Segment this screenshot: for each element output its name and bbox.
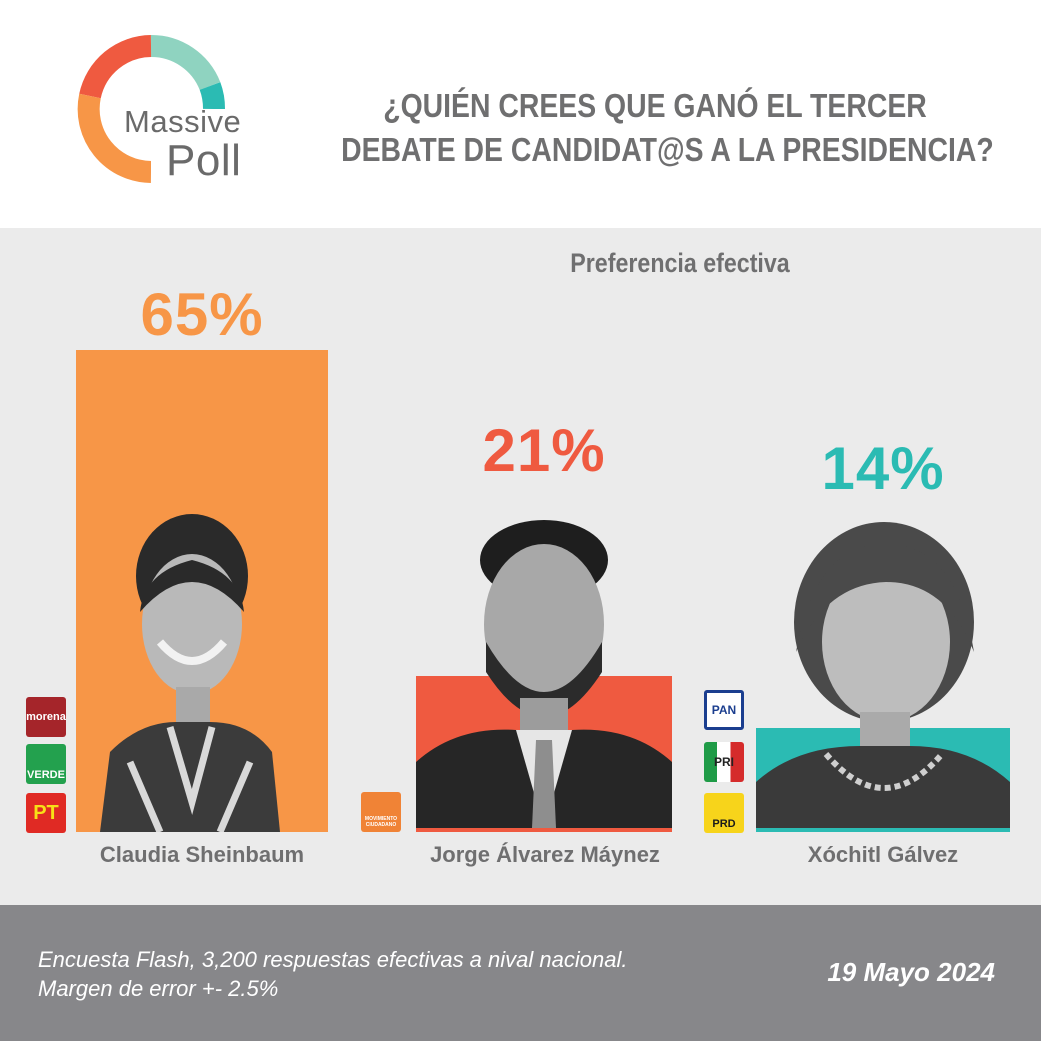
value-label-jorge-alvarez-maynez: 21% (482, 417, 606, 484)
party-logo-pri: PRI (704, 742, 744, 782)
value-label-xochitl-galvez: 14% (821, 435, 945, 502)
party-logo-pan: PAN (704, 690, 744, 730)
survey-note-line-1: Encuesta Flash, 3,200 respuestas efectiv… (38, 947, 628, 972)
candidate-photo-jorge-alvarez-maynez (416, 520, 672, 828)
value-label-claudia-sheinbaum: 65% (140, 281, 264, 348)
page-title: ¿QUIÉN CREES QUE GANÓ EL TERCER DEBATE D… (341, 84, 994, 172)
logo-word-poll: Poll (166, 136, 242, 185)
title-line-1: ¿QUIÉN CREES QUE GANÓ EL TERCER (383, 87, 927, 124)
candidate-photo-xochitl-galvez (756, 522, 1010, 828)
party-logo-movimiento-ciudadano: MOVIMIENTO CIUDADANO (361, 792, 401, 832)
survey-note: Encuesta Flash, 3,200 respuestas efectiv… (38, 945, 627, 1003)
title-line-2: DEBATE DE CANDIDAT@S A LA PRESIDENCIA? (341, 131, 994, 168)
header: Massive Poll ¿QUIÉN CREES QUE GANÓ EL TE… (0, 0, 1041, 228)
candidate-photo-claudia-sheinbaum (100, 514, 280, 832)
survey-note-line-2: Margen de error +- 2.5% (38, 976, 279, 1001)
chart-subtitle: Preferencia efectiva (570, 248, 790, 278)
party-logo-verde: VERDE (26, 744, 66, 784)
party-logo-pt: PT (26, 793, 66, 833)
massive-poll-logo-icon (77, 34, 226, 184)
chart-area: Preferencia efectiva 65% 21% 14% (0, 228, 1041, 905)
survey-date: 19 Mayo 2024 (827, 957, 995, 987)
candidate-name-jorge-alvarez-maynez: Jorge Álvarez Máynez (430, 842, 660, 867)
party-logo-morena: morena (26, 697, 66, 737)
candidate-name-xochitl-galvez: Xóchitl Gálvez (807, 842, 959, 867)
logo-word-massive: Massive (124, 104, 242, 139)
footer: Encuesta Flash, 3,200 respuestas efectiv… (0, 905, 1041, 1041)
candidate-name-claudia-sheinbaum: Claudia Sheinbaum (99, 842, 305, 867)
party-logo-prd: PRD (704, 793, 744, 833)
